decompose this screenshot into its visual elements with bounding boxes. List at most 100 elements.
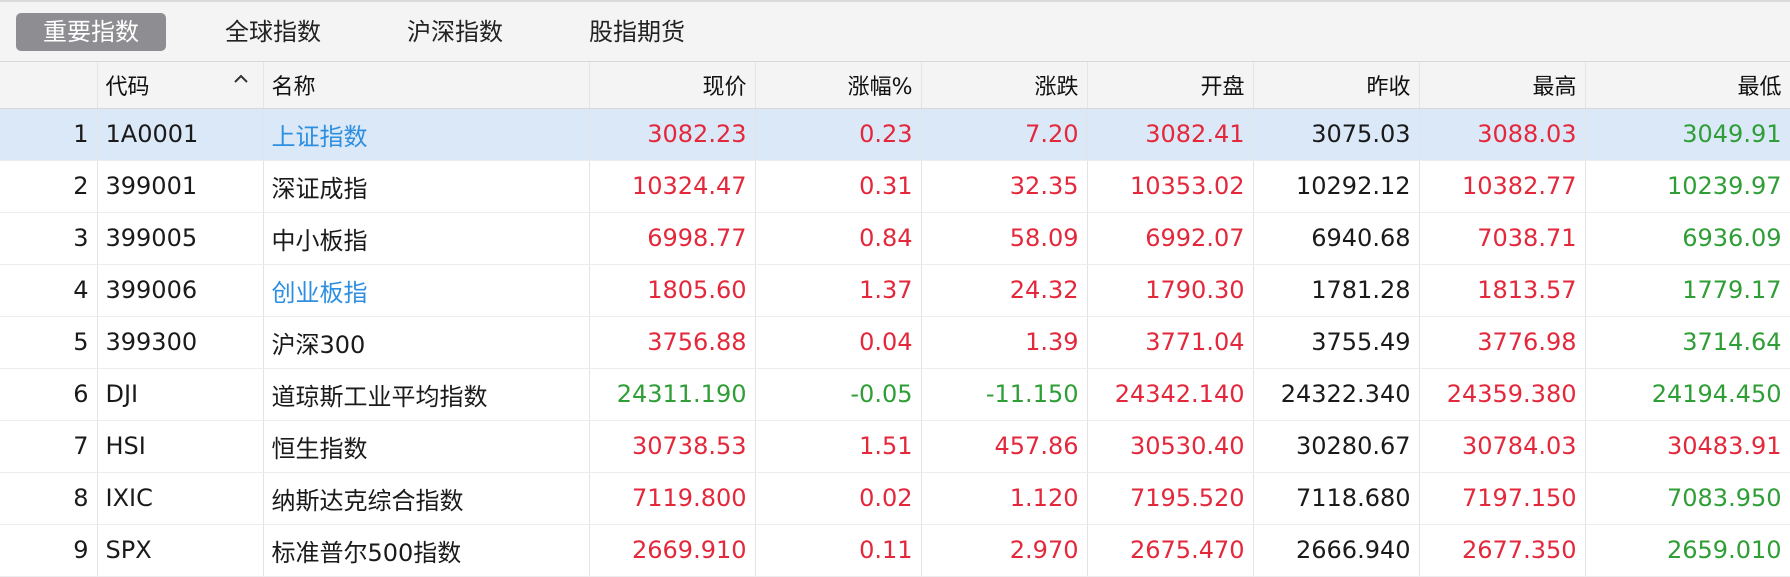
- cell-high: 24359.380: [1419, 368, 1586, 421]
- cell-index: 1: [0, 108, 98, 161]
- table-row[interactable]: 4 399006 创业板指 1805.60 1.37 24.32 1790.30 1781.2…: [0, 264, 1790, 317]
- cell-open: 3771.04: [1087, 316, 1254, 369]
- cell-index: 2: [0, 160, 98, 213]
- cell-high: 1813.57: [1419, 264, 1586, 317]
- cell-change: 2.970: [921, 524, 1088, 577]
- cell-high: 7197.150: [1419, 472, 1586, 525]
- tab-important-indices[interactable]: 重要指数: [16, 12, 166, 51]
- cell-change-pct: 0.11: [755, 524, 922, 577]
- cell-open: 7195.520: [1087, 472, 1254, 525]
- cell-low: 1779.17: [1585, 264, 1790, 317]
- cell-change-pct: 0.84: [755, 212, 922, 265]
- table-row[interactable]: 3 399005 中小板指 6998.77 0.84 58.09 6992.07 6940.6…: [0, 212, 1790, 265]
- cell-name: 沪深300: [263, 316, 590, 369]
- index-quote-table: 代码 名称 现价 涨幅% 涨跌 开盘 昨收 最高 最低 1 1A0001 上证指数 3…: [0, 62, 1790, 577]
- cell-index: 6: [0, 368, 98, 421]
- cell-name: 道琼斯工业平均指数: [263, 368, 590, 421]
- header-high[interactable]: 最高: [1419, 62, 1586, 109]
- cell-price: 6998.77: [589, 212, 756, 265]
- cell-name[interactable]: 创业板指: [263, 264, 590, 317]
- cell-prev-close: 7118.680: [1253, 472, 1420, 525]
- tab-global-indices[interactable]: 全球指数: [225, 17, 321, 46]
- table-row[interactable]: 8 IXIC 纳斯达克综合指数 7119.800 0.02 1.120 7195.520 71…: [0, 472, 1790, 525]
- cell-price: 3082.23: [589, 108, 756, 161]
- table-row[interactable]: 1 1A0001 上证指数 3082.23 0.23 7.20 3082.41 3075.03…: [0, 108, 1790, 161]
- cell-change-pct: 1.37: [755, 264, 922, 317]
- cell-price: 2669.910: [589, 524, 756, 577]
- cell-code: 399006: [97, 264, 264, 317]
- table-row[interactable]: 9 SPX 标准普尔500指数 2669.910 0.11 2.970 2675.470 26…: [0, 524, 1790, 577]
- cell-change-pct: 0.31: [755, 160, 922, 213]
- header-price[interactable]: 现价: [589, 62, 756, 109]
- cell-high: 10382.77: [1419, 160, 1586, 213]
- cell-change-pct: 0.04: [755, 316, 922, 369]
- cell-index: 9: [0, 524, 98, 577]
- header-code-label: 代码: [105, 74, 150, 100]
- cell-index: 4: [0, 264, 98, 317]
- cell-code: 399005: [97, 212, 264, 265]
- header-name[interactable]: 名称: [263, 62, 590, 109]
- cell-name[interactable]: 上证指数: [263, 108, 590, 161]
- header-index: [0, 62, 98, 109]
- cell-prev-close: 3755.49: [1253, 316, 1420, 369]
- cell-code: HSI: [97, 420, 264, 473]
- cell-change: 1.120: [921, 472, 1088, 525]
- cell-change-pct: 0.23: [755, 108, 922, 161]
- table-row[interactable]: 7 HSI 恒生指数 30738.53 1.51 457.86 30530.40 30280.…: [0, 420, 1790, 473]
- header-change-pct[interactable]: 涨幅%: [755, 62, 922, 109]
- cell-high: 2677.350: [1419, 524, 1586, 577]
- table-header-row: 代码 名称 现价 涨幅% 涨跌 开盘 昨收 最高 最低: [0, 62, 1790, 109]
- cell-name: 中小板指: [263, 212, 590, 265]
- cell-code: 1A0001: [97, 108, 264, 161]
- cell-prev-close: 24322.340: [1253, 368, 1420, 421]
- header-prev-close[interactable]: 昨收: [1253, 62, 1420, 109]
- cell-price: 1805.60: [589, 264, 756, 317]
- cell-open: 30530.40: [1087, 420, 1254, 473]
- cell-prev-close: 6940.68: [1253, 212, 1420, 265]
- table-row[interactable]: 6 DJI 道琼斯工业平均指数 24311.190 -0.05 -11.150 24342.…: [0, 368, 1790, 421]
- cell-change: -11.150: [921, 368, 1088, 421]
- cell-change-pct: 0.02: [755, 472, 922, 525]
- cell-low: 3049.91: [1585, 108, 1790, 161]
- cell-price: 30738.53: [589, 420, 756, 473]
- cell-change: 24.32: [921, 264, 1088, 317]
- cell-code: SPX: [97, 524, 264, 577]
- tab-bar: 重要指数 全球指数 沪深指数 股指期货: [0, 0, 1790, 62]
- cell-code: IXIC: [97, 472, 264, 525]
- cell-index: 8: [0, 472, 98, 525]
- tab-index-futures[interactable]: 股指期货: [589, 17, 685, 46]
- cell-price: 24311.190: [589, 368, 756, 421]
- cell-change-pct: -0.05: [755, 368, 922, 421]
- table-row[interactable]: 2 399001 深证成指 10324.47 0.31 32.35 10353.02 1029…: [0, 160, 1790, 213]
- cell-open: 24342.140: [1087, 368, 1254, 421]
- cell-low: 3714.64: [1585, 316, 1790, 369]
- cell-price: 7119.800: [589, 472, 756, 525]
- header-change[interactable]: 涨跌: [921, 62, 1088, 109]
- cell-high: 30784.03: [1419, 420, 1586, 473]
- cell-change: 58.09: [921, 212, 1088, 265]
- cell-index: 5: [0, 316, 98, 369]
- cell-low: 6936.09: [1585, 212, 1790, 265]
- sort-ascending-icon[interactable]: [233, 69, 249, 88]
- cell-change-pct: 1.51: [755, 420, 922, 473]
- cell-prev-close: 10292.12: [1253, 160, 1420, 213]
- cell-name: 标准普尔500指数: [263, 524, 590, 577]
- cell-low: 10239.97: [1585, 160, 1790, 213]
- cell-index: 3: [0, 212, 98, 265]
- cell-prev-close: 2666.940: [1253, 524, 1420, 577]
- cell-code: DJI: [97, 368, 264, 421]
- header-open[interactable]: 开盘: [1087, 62, 1254, 109]
- cell-low: 30483.91: [1585, 420, 1790, 473]
- header-low[interactable]: 最低: [1585, 62, 1790, 109]
- table-row[interactable]: 5 399300 沪深300 3756.88 0.04 1.39 3771.04 3755.4…: [0, 316, 1790, 369]
- cell-open: 10353.02: [1087, 160, 1254, 213]
- cell-name: 纳斯达克综合指数: [263, 472, 590, 525]
- cell-change: 32.35: [921, 160, 1088, 213]
- cell-price: 3756.88: [589, 316, 756, 369]
- header-code[interactable]: 代码: [97, 62, 264, 109]
- cell-change: 7.20: [921, 108, 1088, 161]
- cell-prev-close: 3075.03: [1253, 108, 1420, 161]
- cell-high: 7038.71: [1419, 212, 1586, 265]
- tab-shanghai-shenzhen-indices[interactable]: 沪深指数: [407, 17, 503, 46]
- cell-open: 3082.41: [1087, 108, 1254, 161]
